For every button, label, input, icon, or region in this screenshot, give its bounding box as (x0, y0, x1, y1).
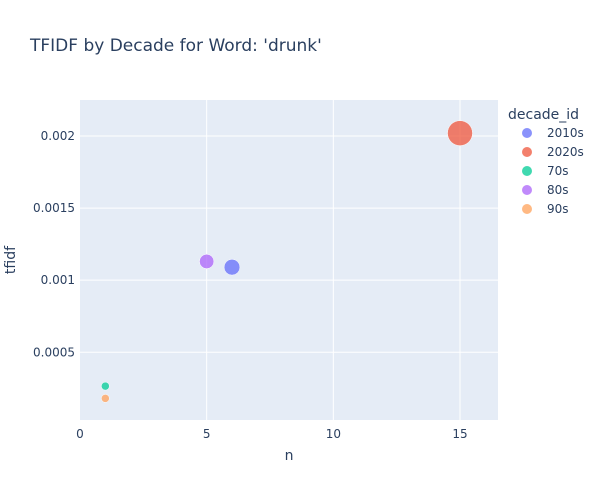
legend-marker (522, 147, 532, 157)
legend[interactable]: decade_id 2010s 2020s 70s 80s 90s (508, 107, 584, 216)
data-points (101, 120, 473, 403)
x-tick-label: 0 (76, 427, 84, 441)
grid-lines (80, 100, 498, 420)
chart-title: TFIDF by Decade for Word: 'drunk' (29, 36, 322, 56)
legend-marker (522, 166, 532, 176)
legend-label: 2020s (547, 145, 584, 159)
legend-title: decade_id (508, 107, 579, 123)
legend-label: 2010s (547, 126, 584, 140)
x-tick-labels: 0 5 10 15 (76, 427, 467, 441)
data-point-2010s[interactable] (223, 259, 241, 276)
x-tick-label: 15 (452, 427, 467, 441)
data-point-90s[interactable] (101, 394, 110, 403)
legend-marker (522, 185, 532, 195)
x-tick-label: 5 (203, 427, 211, 441)
data-point-80s[interactable] (199, 253, 215, 269)
legend-marker (522, 204, 532, 214)
x-tick-label: 10 (326, 427, 341, 441)
y-tick-labels: 0.0005 0.001 0.0015 0.002 (33, 129, 75, 359)
x-axis-title: n (285, 448, 294, 464)
legend-label: 90s (547, 202, 569, 216)
legend-item-2020s[interactable]: 2020s (522, 145, 584, 159)
y-axis-title: tfidf (3, 245, 19, 274)
legend-item-80s[interactable]: 80s (522, 183, 569, 197)
legend-label: 80s (547, 183, 569, 197)
data-point-2020s[interactable] (447, 120, 473, 146)
y-tick-label: 0.0005 (33, 345, 75, 359)
legend-item-70s[interactable]: 70s (522, 164, 569, 178)
legend-label: 70s (547, 164, 569, 178)
legend-item-90s[interactable]: 90s (522, 202, 569, 216)
data-point-70s[interactable] (101, 381, 110, 391)
y-tick-label: 0.001 (41, 273, 75, 287)
plot-area (80, 100, 498, 420)
y-tick-label: 0.002 (41, 129, 75, 143)
y-tick-label: 0.0015 (33, 201, 75, 215)
legend-item-2010s[interactable]: 2010s (522, 126, 584, 140)
legend-marker (522, 128, 532, 138)
